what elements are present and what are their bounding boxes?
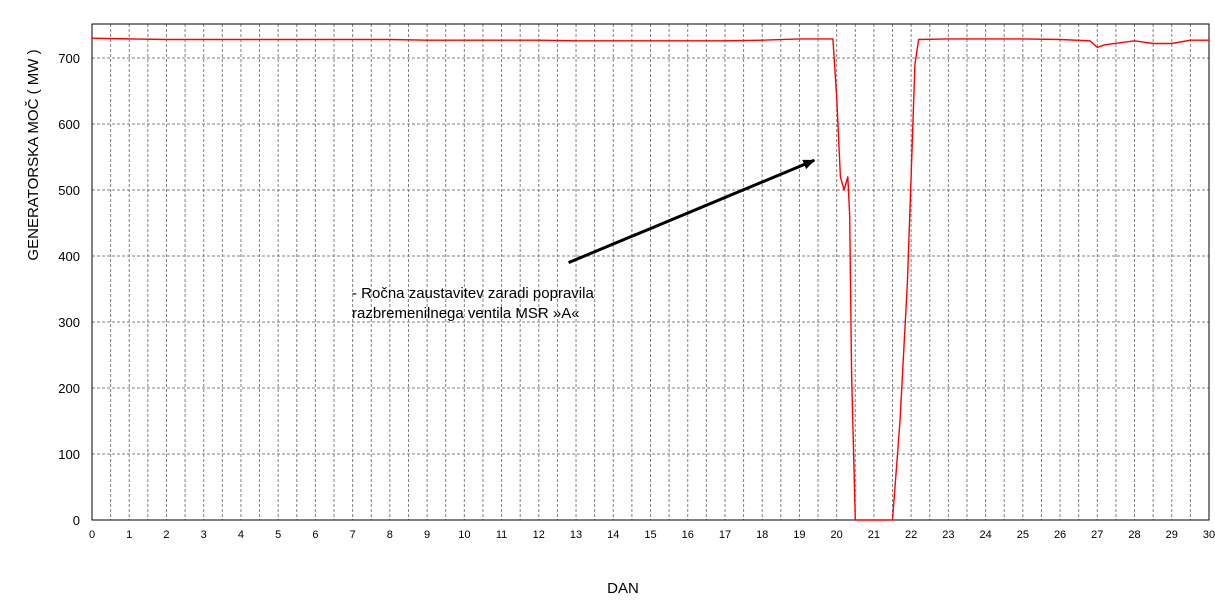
x-tick-label: 11: [496, 529, 507, 541]
x-tick-label: 3: [201, 529, 207, 541]
annotation: - Ročna zaustavitev zaradi popravila raz…: [352, 158, 816, 322]
y-tick-label: 400: [58, 249, 80, 264]
y-tick-label: 200: [58, 381, 80, 396]
x-tick-label: 29: [1166, 529, 1178, 541]
y-tick-label: 100: [58, 447, 80, 462]
x-tick-label: 26: [1054, 529, 1066, 541]
x-tick-label: 6: [312, 529, 318, 541]
annotation-line-1: - Ročna zaustavitev zaradi popravila: [352, 285, 594, 302]
series-line-generator-power: [91, 37, 1209, 521]
x-tick-label: 18: [756, 529, 768, 541]
grid: [91, 24, 1210, 520]
y-tick-label: 600: [58, 117, 80, 132]
y-axis-title: GENERATORSKA MOČ ( MW ): [25, 49, 42, 260]
y-tick-labels: 0 100 200 300 400 500 600 700: [58, 51, 80, 528]
x-tick-label: 20: [831, 529, 843, 541]
x-tick-label: 4: [238, 529, 244, 541]
x-tick-label: 0: [89, 529, 95, 541]
x-tick-label: 9: [424, 529, 430, 541]
x-tick-label: 25: [1017, 529, 1029, 541]
x-tick-label: 21: [868, 529, 880, 541]
y-tick-label: 300: [58, 315, 80, 330]
x-tick-label: 14: [607, 529, 619, 541]
x-tick-label: 12: [533, 529, 545, 541]
x-tick-label: 1: [126, 529, 132, 541]
x-tick-label: 30: [1203, 529, 1215, 541]
x-tick-label: 17: [719, 529, 731, 541]
series-layer: [91, 37, 1209, 521]
x-tick-label: 2: [163, 529, 169, 541]
x-tick-label: 24: [979, 529, 991, 541]
x-tick-labels: 0 1 2 3 4 5 6 7 8 9 10 11 12 13 14 15 16 17 18 19 20 21 22 23 24…: [89, 529, 1215, 541]
y-tick-label: 700: [58, 51, 80, 66]
x-tick-label: 10: [458, 529, 470, 541]
x-tick-label: 13: [570, 529, 582, 541]
annotation-arrow: [568, 158, 816, 264]
x-tick-label: 28: [1128, 529, 1140, 541]
x-tick-label: 8: [387, 529, 393, 541]
annotation-line-2: razbremenilnega ventila MSR »A«: [352, 305, 580, 322]
x-tick-label: 7: [350, 529, 356, 541]
x-tick-label: 23: [942, 529, 954, 541]
y-tick-label: 0: [73, 513, 80, 528]
x-tick-label: 15: [644, 529, 656, 541]
x-tick-label: 19: [793, 529, 805, 541]
x-tick-label: 16: [682, 529, 694, 541]
x-tick-label: 5: [275, 529, 281, 541]
x-tick-label: 22: [905, 529, 917, 541]
x-axis-title: DAN: [607, 580, 639, 597]
y-tick-label: 500: [58, 183, 80, 198]
plot-area-border: [91, 23, 1210, 521]
x-tick-label: 27: [1091, 529, 1103, 541]
